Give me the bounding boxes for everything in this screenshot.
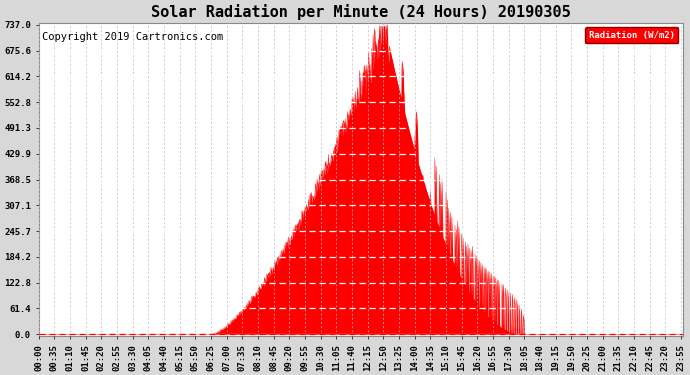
Title: Solar Radiation per Minute (24 Hours) 20190305: Solar Radiation per Minute (24 Hours) 20… bbox=[151, 4, 571, 20]
Legend: Radiation (W/m2): Radiation (W/m2) bbox=[585, 27, 678, 44]
Text: Copyright 2019 Cartronics.com: Copyright 2019 Cartronics.com bbox=[42, 32, 223, 42]
